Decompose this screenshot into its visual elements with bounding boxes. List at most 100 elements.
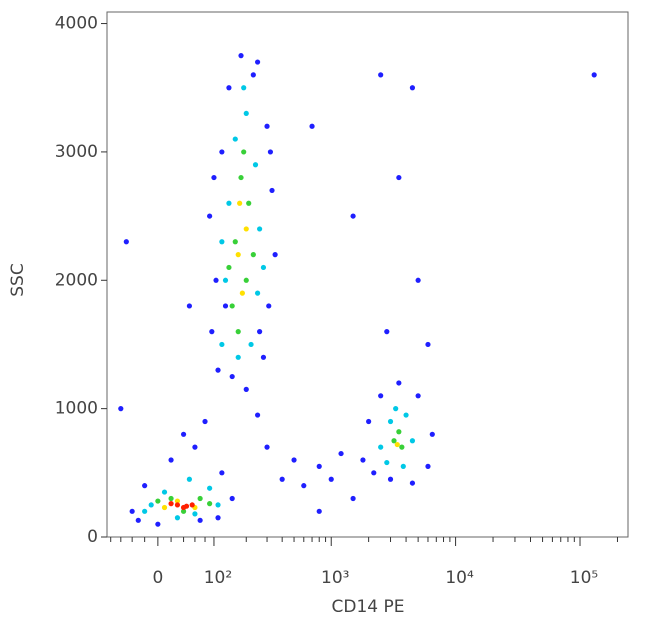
- point: [396, 429, 402, 435]
- point: [415, 277, 421, 283]
- point: [309, 123, 315, 129]
- y-tick-label: 3000: [55, 142, 98, 162]
- point: [226, 200, 232, 206]
- point: [267, 149, 274, 155]
- point: [378, 72, 384, 78]
- point: [219, 470, 225, 476]
- point: [239, 290, 245, 296]
- point: [155, 498, 161, 504]
- point: [174, 515, 181, 521]
- point: [118, 406, 124, 412]
- point: [197, 517, 203, 523]
- point: [279, 476, 285, 482]
- point: [328, 476, 334, 482]
- point: [186, 303, 193, 309]
- point: [254, 59, 261, 65]
- point: [168, 495, 174, 502]
- point: [192, 511, 198, 517]
- point: [235, 354, 241, 360]
- point: [409, 85, 416, 91]
- point: [360, 457, 366, 463]
- point: [591, 72, 597, 78]
- point: [246, 200, 252, 206]
- point: [232, 239, 238, 245]
- point: [403, 412, 409, 418]
- x-tick-label: 10³: [321, 568, 349, 588]
- point: [215, 515, 221, 521]
- point: [338, 450, 344, 457]
- point: [291, 457, 297, 463]
- point: [243, 226, 249, 232]
- point: [393, 406, 399, 412]
- point: [148, 502, 154, 508]
- point: [384, 459, 390, 466]
- point: [226, 85, 232, 91]
- point: [161, 504, 168, 511]
- point: [229, 303, 235, 309]
- x-tick-label: 10⁵: [570, 568, 598, 588]
- point: [186, 476, 193, 482]
- point: [229, 495, 235, 502]
- point: [129, 508, 135, 514]
- point: [400, 463, 406, 470]
- point: [241, 149, 247, 155]
- point: [350, 495, 356, 502]
- point: [254, 290, 261, 296]
- point: [384, 329, 390, 335]
- plot-frame: [106, 11, 629, 538]
- point: [202, 418, 208, 425]
- point: [252, 162, 259, 168]
- point: [222, 277, 229, 283]
- point: [207, 213, 213, 219]
- point: [378, 393, 384, 399]
- point: [237, 200, 243, 206]
- point: [266, 303, 272, 309]
- point: [387, 418, 394, 425]
- point: [222, 303, 229, 309]
- point: [391, 438, 397, 444]
- point: [425, 463, 431, 470]
- point: [272, 252, 278, 258]
- point: [213, 277, 219, 283]
- point: [350, 213, 356, 219]
- y-axis-label: SSC: [8, 263, 28, 296]
- y-tick-label: 4000: [55, 14, 98, 34]
- point: [235, 252, 241, 258]
- point: [174, 502, 181, 508]
- point: [142, 508, 148, 514]
- point: [257, 329, 263, 335]
- point: [232, 136, 238, 142]
- point: [260, 354, 267, 360]
- point: [180, 508, 187, 514]
- point: [219, 149, 225, 155]
- point: [161, 489, 168, 495]
- point: [197, 495, 203, 502]
- point: [415, 393, 421, 399]
- point: [207, 485, 213, 491]
- point: [168, 457, 174, 463]
- point: [409, 438, 416, 444]
- point: [250, 72, 256, 78]
- point: [429, 431, 435, 437]
- point: [135, 517, 141, 523]
- x-axis-label: CD14 PE: [332, 597, 405, 617]
- point: [123, 239, 129, 245]
- point: [387, 476, 394, 482]
- point: [396, 380, 402, 386]
- point: [409, 480, 416, 486]
- point: [248, 341, 254, 348]
- point: [243, 277, 249, 283]
- y-tick-label: 0: [87, 527, 98, 547]
- point: [238, 174, 244, 181]
- point: [235, 329, 241, 335]
- x-tick-label: 10⁴: [445, 568, 474, 588]
- point: [211, 174, 217, 181]
- point: [399, 444, 405, 450]
- point: [229, 373, 235, 380]
- point: [180, 504, 187, 511]
- point: [250, 252, 256, 258]
- point: [394, 441, 400, 448]
- point: [243, 110, 249, 117]
- point: [396, 174, 402, 181]
- point: [301, 483, 307, 489]
